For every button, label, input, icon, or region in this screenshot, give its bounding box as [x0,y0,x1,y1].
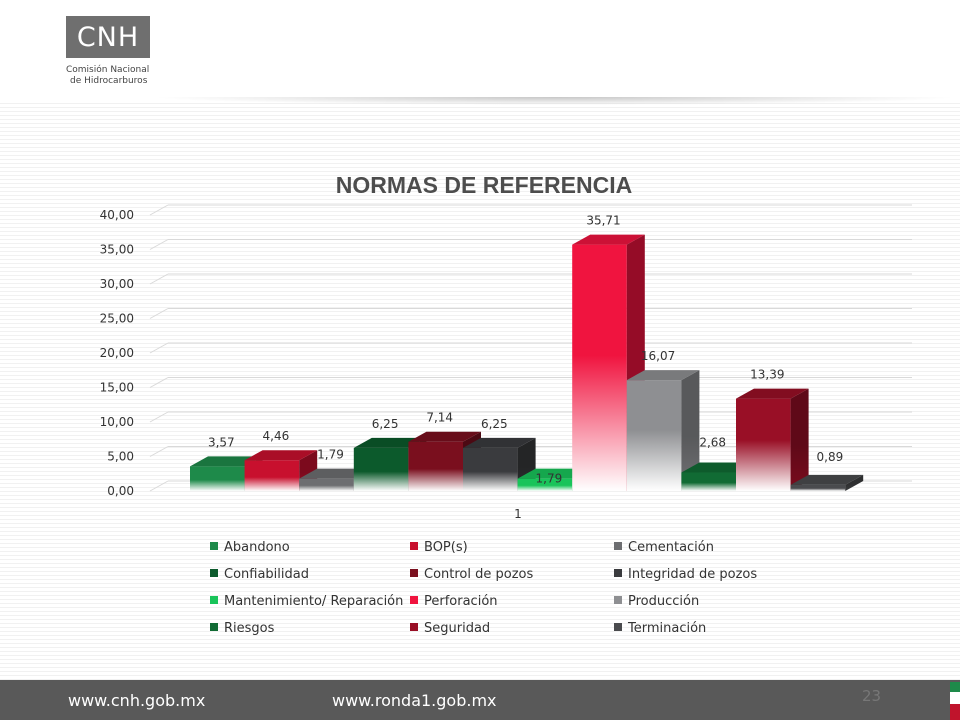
header-shadow [150,97,960,105]
legend-swatch [410,569,418,577]
gridline-wall [149,308,169,319]
chart-title: NORMAS DE REFERENCIA [336,172,632,198]
data-label: 16,07 [641,349,675,363]
y-tick-label: 30,00 [100,277,134,291]
footer-bar: www.cnh.gob.mx www.ronda1.gob.mx [0,680,960,720]
footer-link-ronda1[interactable]: www.ronda1.gob.mx [332,691,497,710]
data-label: 6,25 [481,417,508,431]
legend-label: Perforación [424,594,498,609]
y-tick-label: 5,00 [107,450,134,464]
logo-line-2: de Hidrocarburos [70,76,148,86]
legend-item: Seguridad [410,621,490,636]
data-label: 7,14 [426,411,453,425]
data-label: 4,46 [263,429,290,443]
legend-swatch [614,623,622,631]
data-label: 0,89 [817,450,844,464]
legend-swatch [614,569,622,577]
legend-label: Confiabilidad [224,567,309,582]
legend-swatch [210,596,218,604]
y-tick-label: 25,00 [100,312,134,326]
legend-item: BOP(s) [410,540,468,555]
bar-chart: 0,00 5,00 10,00 15,00 20,00 25,00 30,00 35,00 40… [100,172,912,636]
legend-label: Seguridad [424,621,490,636]
data-label: 13,39 [750,368,784,382]
legend-item: Producción [614,594,699,609]
flag-white-stripe [950,692,960,704]
cnh-logo: CNH Comisión Nacional de Hidrocarburos [66,16,166,87]
chart-bars [190,234,864,491]
gridline-wall [149,377,169,388]
legend-swatch [410,623,418,631]
legend-item: Riesgos [210,621,275,636]
legend-item: Integridad de pozos [614,567,757,582]
gridline-wall [149,480,169,492]
legend-label: Mantenimiento/ Reparación [224,594,403,609]
legend-label: Control de pozos [424,567,533,582]
legend-swatch [210,542,218,550]
y-axis-ticks: 0,00 5,00 10,00 15,00 20,00 25,00 30,00 35,00 40… [100,208,134,498]
bar-terminaci-n [790,474,864,491]
data-label: 2,68 [699,436,726,450]
data-label: 1,79 [536,472,563,486]
legend-item: Abandono [210,540,290,555]
gridline-wall [149,204,169,216]
flag-green-stripe [950,682,960,692]
data-label: 6,25 [372,417,399,431]
legend-swatch [210,569,218,577]
gridline-wall [149,446,169,457]
legend-item: Mantenimiento/ Reparación [210,594,403,609]
legend-item: Cementación [614,540,714,555]
flag-red-stripe [950,704,960,720]
legend-swatch [614,596,622,604]
y-tick-label: 20,00 [100,346,134,360]
legend-swatch [614,542,622,550]
legend-label: Cementación [628,540,714,555]
legend-label: Abandono [224,540,290,555]
footer-link-cnh[interactable]: www.cnh.gob.mx [68,691,206,710]
x-tick-label: 1 [514,507,522,521]
page-number: 23 [862,687,882,705]
logo-mark: CNH [66,16,150,58]
data-label: 3,57 [208,435,235,449]
chart-legend: Abandono BOP(s) Cementación Confiabilidad Co… [210,540,757,636]
data-label: 35,71 [586,214,620,228]
y-tick-label: 10,00 [100,415,134,429]
logo-line-1: Comisión Nacional [66,65,150,75]
gridline-wall [149,239,169,250]
legend-item: Terminación [614,621,706,636]
gridline-wall [149,342,169,354]
legend-swatch [210,623,218,631]
legend-label: BOP(s) [424,540,468,555]
gridline-wall [149,411,169,423]
legend-item: Confiabilidad [210,567,309,582]
legend-swatch [410,542,418,550]
legend-label: Riesgos [224,621,275,636]
y-tick-label: 0,00 [107,484,134,498]
y-tick-label: 40,00 [100,208,134,222]
legend-item: Perforación [410,594,498,609]
y-tick-label: 15,00 [100,381,134,395]
bar-seguridad [736,388,809,491]
legend-item: Control de pozos [410,567,533,582]
bar-producci-n [626,370,700,491]
legend-label: Terminación [627,621,706,636]
data-label: 1,79 [317,448,344,462]
legend-label: Producción [628,594,699,609]
gridline-wall [149,273,169,285]
legend-swatch [410,596,418,604]
y-tick-label: 35,00 [100,243,134,257]
data-labels: 3,57 4,46 1,79 6,25 7,14 6,25 1,79 35,71 16,07 2,… [208,214,843,486]
legend-label: Integridad de pozos [628,567,757,582]
